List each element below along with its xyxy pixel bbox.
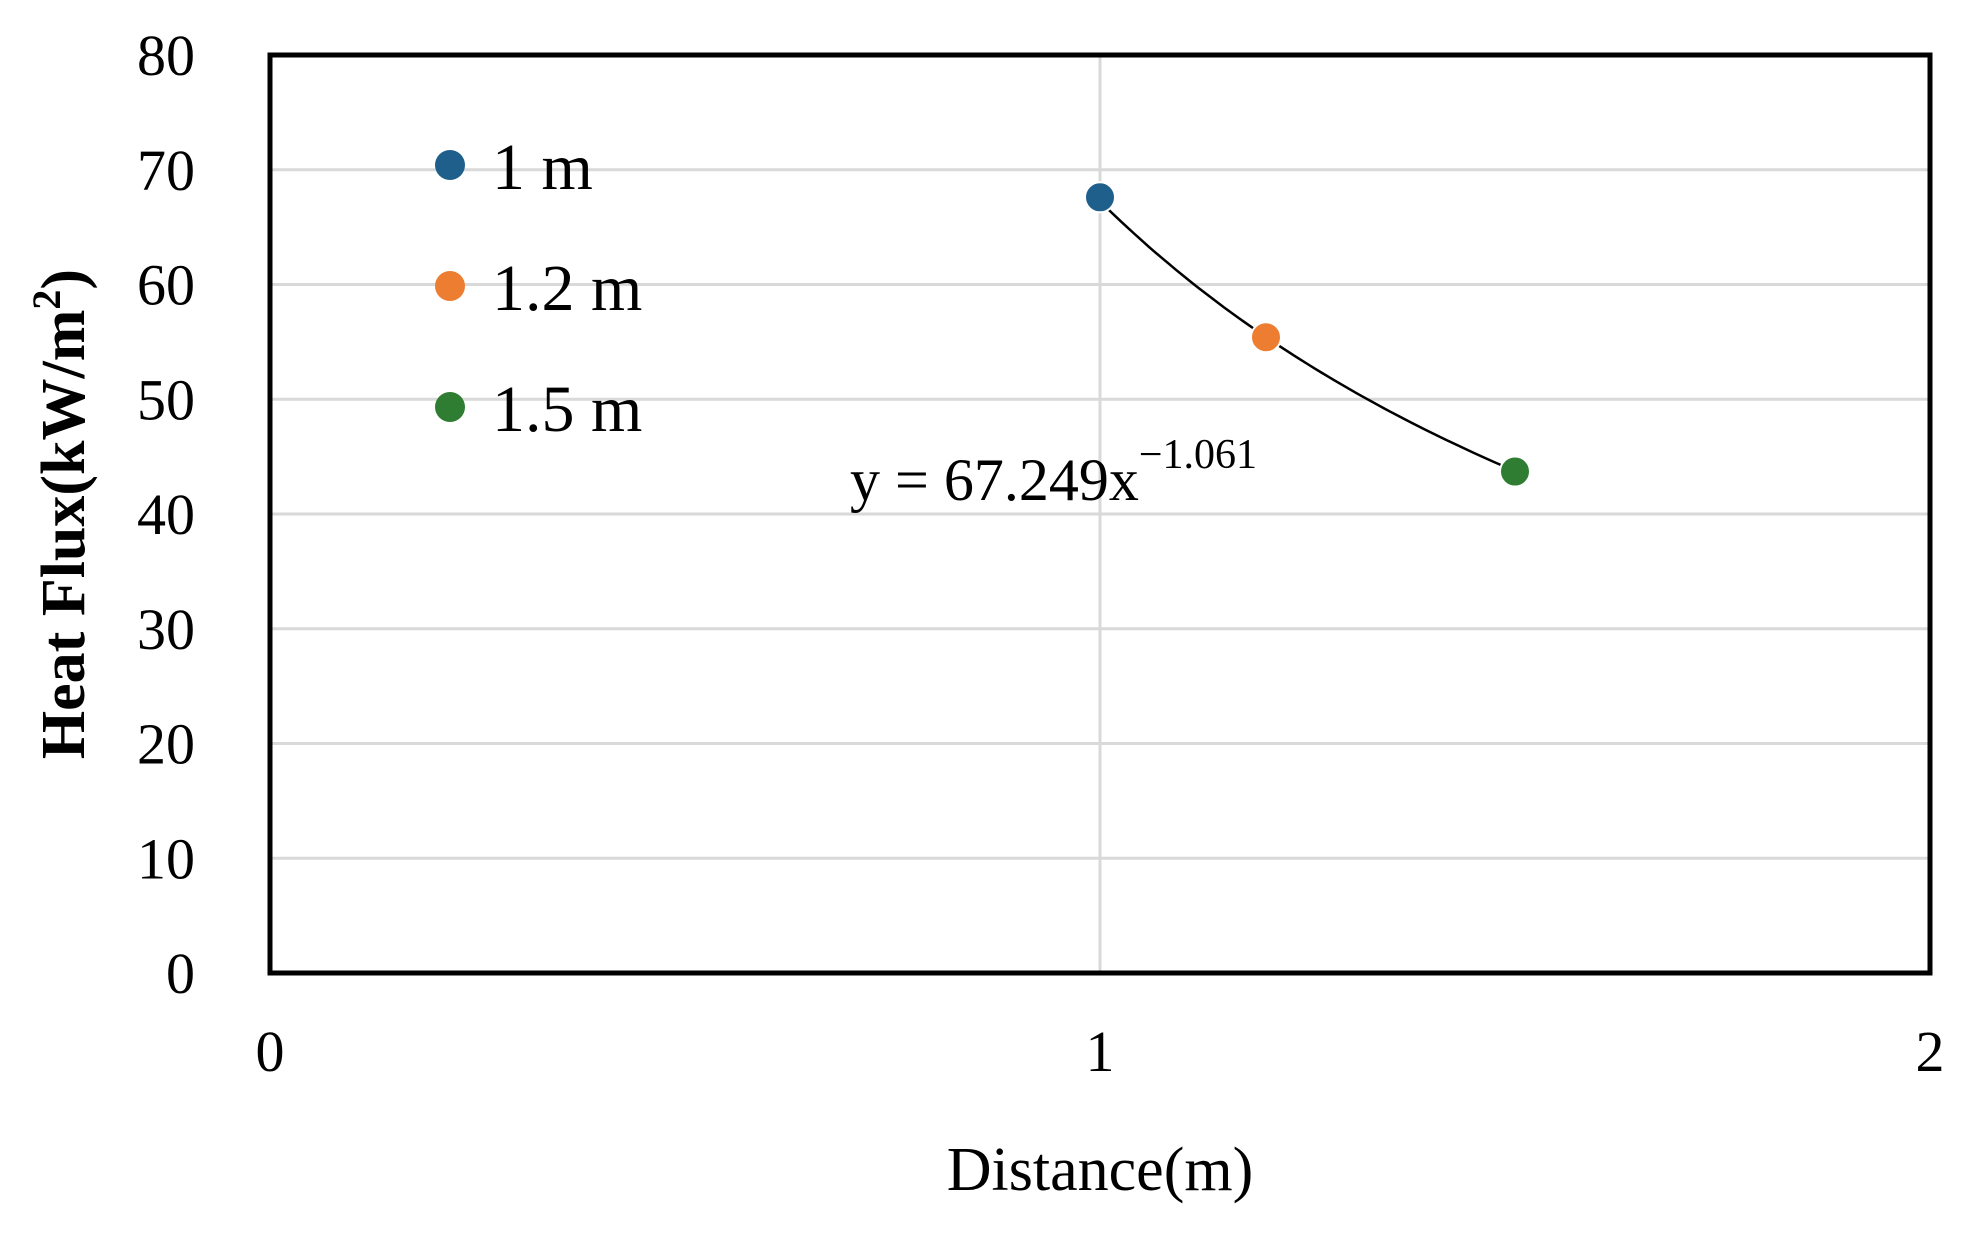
x-axis-title: Distance(m) [947, 1136, 1253, 1204]
legend-label: 1.5 m [492, 373, 642, 446]
x-tick-label: 2 [1916, 1019, 1945, 1084]
power-trendline [1099, 200, 1516, 473]
y-tick-label: 60 [137, 253, 195, 318]
y-tick-label: 20 [137, 712, 195, 777]
grid-lines [270, 55, 1930, 973]
legend-marker [435, 150, 465, 180]
y-axis-title: Heat Flux(kW/m2) [24, 269, 98, 759]
legend: 1 m 1.2 m 1.5 m [435, 131, 642, 446]
y-axis-title-main: Heat Flux(kW/m [30, 310, 98, 759]
data-point [1084, 181, 1116, 214]
trendline-equation: y = 67.249x−1.061 [850, 432, 1257, 513]
y-axis-title-close: ) [30, 269, 98, 290]
y-tick-label: 50 [137, 367, 195, 432]
x-axis-ticks: 0 1 2 [256, 1019, 1945, 1084]
plot-area-border [267, 52, 1933, 976]
equation-main: y = 67.249x [850, 447, 1139, 513]
legend-label: 1 m [492, 131, 593, 204]
legend-marker [435, 392, 465, 422]
y-tick-label: 0 [166, 941, 195, 1006]
y-axis-title-sup: 2 [24, 290, 69, 310]
y-tick-label: 70 [137, 138, 195, 203]
equation-exponent: −1.061 [1139, 432, 1257, 478]
y-axis-ticks: 0 10 20 30 40 50 60 70 80 [137, 23, 195, 1006]
data-point [1499, 455, 1531, 488]
y-tick-label: 40 [137, 482, 195, 547]
x-tick-label: 0 [256, 1019, 285, 1084]
data-point [1250, 321, 1282, 354]
data-points [1084, 181, 1531, 488]
legend-marker [435, 271, 465, 301]
y-tick-label: 10 [137, 826, 195, 891]
x-tick-label: 1 [1086, 1019, 1115, 1084]
y-tick-label: 80 [137, 23, 195, 88]
legend-label: 1.2 m [492, 252, 642, 325]
y-tick-label: 30 [137, 597, 195, 662]
